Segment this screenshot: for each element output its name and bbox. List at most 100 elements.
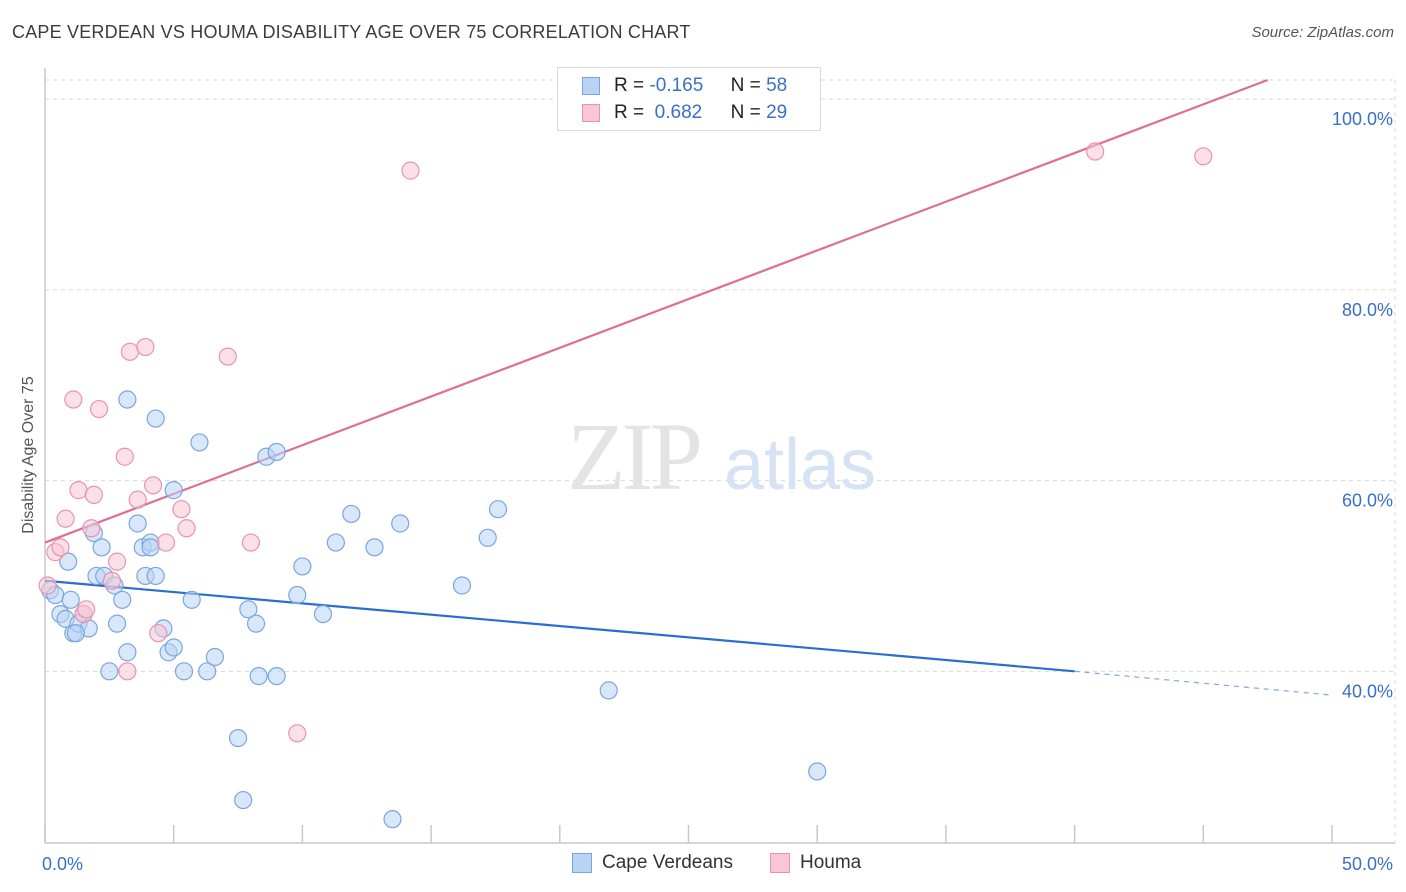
trend-lines <box>44 78 1333 696</box>
watermark-atlas: atlas <box>724 425 876 505</box>
legend-r-value: -0.165 <box>649 75 704 96</box>
point-cape-verdeans <box>288 585 307 605</box>
point-cape-verdeans <box>128 514 147 533</box>
point-houma <box>218 347 237 366</box>
point-cape-verdeans <box>107 614 127 633</box>
point-houma <box>401 161 420 180</box>
trend-line-extension-cape-verdeans <box>1074 670 1333 696</box>
bottom-legend-houma: Houma <box>770 852 861 874</box>
point-cape-verdeans <box>478 528 497 547</box>
point-houma <box>51 538 70 557</box>
point-houma <box>64 390 83 409</box>
point-cape-verdeans <box>239 600 258 619</box>
point-houma <box>84 485 104 504</box>
point-houma <box>288 724 307 743</box>
point-cape-verdeans <box>228 728 248 748</box>
legend-box: R = -0.165 N = 58 R = 0.682 N = 29 <box>557 67 821 131</box>
point-houma <box>82 519 101 538</box>
point-houma <box>241 533 261 552</box>
y-tick-label: 60.0% <box>1342 491 1393 511</box>
legend-row-houma: R = 0.682 N = 29 <box>582 101 787 125</box>
watermark: ZIP atlas <box>567 403 876 510</box>
point-cape-verdeans <box>205 647 224 667</box>
trend-line-houma <box>44 78 1269 544</box>
point-houma <box>177 519 196 538</box>
axes <box>44 68 1395 844</box>
y-tick-label: 40.0% <box>1342 681 1393 701</box>
point-cape-verdeans <box>383 810 402 829</box>
point-cape-verdeans <box>391 514 410 533</box>
point-cape-verdeans <box>267 442 286 462</box>
point-houma <box>69 481 88 500</box>
point-cape-verdeans <box>146 409 165 428</box>
point-cape-verdeans <box>66 624 85 643</box>
point-cape-verdeans <box>293 557 312 576</box>
point-cape-verdeans <box>113 590 132 609</box>
y-tick-label: 80.0% <box>1342 300 1393 320</box>
point-houma <box>144 476 163 495</box>
point-cape-verdeans <box>234 790 253 810</box>
point-cape-verdeans <box>326 533 345 552</box>
point-houma <box>115 447 134 466</box>
point-houma <box>77 600 96 619</box>
point-cape-verdeans <box>174 662 194 681</box>
point-houma <box>107 552 127 571</box>
point-houma <box>1086 142 1105 161</box>
point-houma <box>118 662 137 681</box>
legend-row-cape-verdeans: R = -0.165 N = 58 <box>582 74 787 98</box>
tick-labels: 40.0% 60.0% 80.0% 100.0% 0.0% 50.0% <box>42 109 1393 874</box>
point-houma <box>136 337 155 357</box>
legend-r-label: R = <box>614 75 645 96</box>
data-points <box>38 142 1213 829</box>
grid-lines <box>45 79 1396 843</box>
y-axis-label: Disability Age Over 75 <box>20 376 37 534</box>
point-cape-verdeans <box>365 538 384 557</box>
point-cape-verdeans <box>808 762 827 781</box>
point-cape-verdeans <box>164 638 183 657</box>
point-cape-verdeans <box>198 662 217 681</box>
point-houma <box>172 500 191 519</box>
point-cape-verdeans <box>313 604 333 624</box>
point-houma <box>120 342 140 361</box>
point-cape-verdeans <box>249 666 268 686</box>
point-houma <box>149 624 168 643</box>
point-cape-verdeans <box>59 552 78 571</box>
legend-n-value: 29 <box>766 102 788 123</box>
legend-swatch-pink <box>582 104 600 122</box>
legend-n-label: N = <box>730 102 761 123</box>
point-cape-verdeans <box>488 500 508 519</box>
legend-r-value: 0.682 <box>649 102 703 123</box>
point-cape-verdeans <box>599 681 618 700</box>
point-cape-verdeans <box>164 481 183 500</box>
legend-swatch-blue <box>582 77 600 95</box>
point-cape-verdeans <box>452 576 472 595</box>
point-houma <box>156 533 176 552</box>
point-cape-verdeans <box>246 614 266 633</box>
legend-r-label: R = <box>614 102 645 123</box>
trend-line-cape-verdeans <box>44 579 1075 673</box>
point-houma <box>56 509 75 528</box>
bottom-legend-swatch-pink <box>770 853 790 873</box>
point-houma <box>89 399 109 419</box>
point-cape-verdeans <box>190 433 209 452</box>
point-cape-verdeans <box>118 390 137 409</box>
point-houma <box>1194 147 1213 166</box>
x-tick-label: 50.0% <box>1342 854 1393 874</box>
x-tick-label: 0.0% <box>42 854 83 874</box>
point-houma <box>38 576 57 595</box>
point-cape-verdeans <box>182 590 201 609</box>
y-tick-label: 100.0% <box>1332 109 1393 129</box>
point-cape-verdeans <box>118 643 137 662</box>
point-cape-verdeans <box>100 662 119 681</box>
legend-n-value: 58 <box>766 75 788 96</box>
watermark-zip: ZIP <box>567 403 700 510</box>
point-cape-verdeans <box>141 538 160 557</box>
point-cape-verdeans <box>342 504 361 524</box>
bottom-legend-swatch-blue <box>572 853 592 873</box>
bottom-legend-cape-verdeans: Cape Verdeans <box>572 852 733 874</box>
point-cape-verdeans <box>146 566 165 586</box>
bottom-legend-label: Houma <box>800 852 862 873</box>
bottom-legend-label: Cape Verdeans <box>602 852 733 873</box>
point-houma <box>128 490 147 509</box>
